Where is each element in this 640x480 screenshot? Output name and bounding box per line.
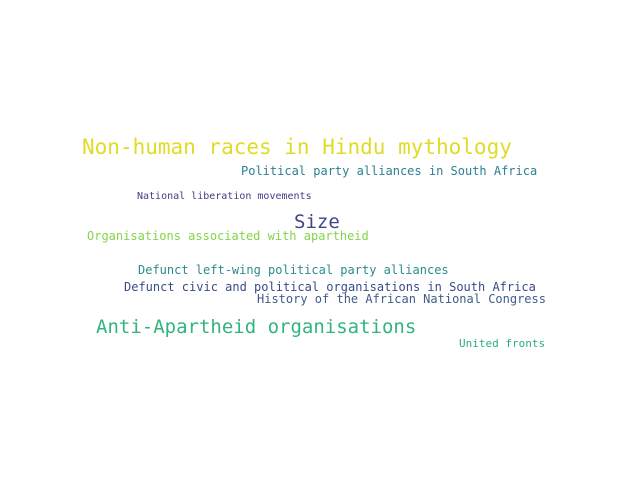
word-organisations-apartheid: Organisations associated with apartheid — [87, 229, 369, 243]
word-defunct-civic-organisations: Defunct civic and political organisation… — [124, 280, 536, 294]
word-history-anc: History of the African National Congress — [257, 292, 546, 306]
word-national-liberation-movements: National liberation movements — [137, 191, 312, 202]
word-defunct-left-wing-alliances: Defunct left-wing political party allian… — [138, 263, 449, 277]
word-united-fronts: United fronts — [459, 337, 546, 350]
word-political-party-alliances: Political party alliances in South Afric… — [241, 164, 538, 178]
word-anti-apartheid-organisations: Anti-Apartheid organisations — [96, 316, 417, 338]
word-non-human-races: Non-human races in Hindu mythology — [82, 135, 512, 159]
word-size: Size — [294, 211, 340, 233]
